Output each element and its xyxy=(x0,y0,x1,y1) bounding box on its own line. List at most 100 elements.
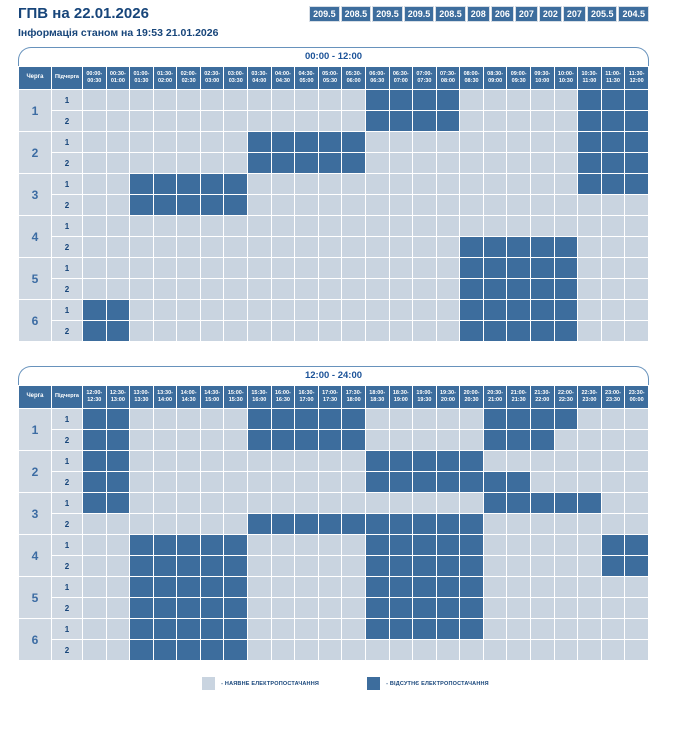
schedule-cell xyxy=(553,194,579,216)
schedule-cell xyxy=(152,618,178,640)
subqueue-number: 2 xyxy=(51,278,83,300)
schedule-cell xyxy=(412,236,437,258)
schedule-cell xyxy=(412,173,437,195)
schedule-cell xyxy=(388,89,414,111)
schedule-cell xyxy=(199,618,225,640)
schedule-cell xyxy=(364,110,390,132)
schedule-cell xyxy=(317,110,343,132)
schedule-cell xyxy=(624,408,649,430)
schedule-cell xyxy=(529,513,555,535)
schedule-grid-evening: Черга Підчерга 12:00- 12:30 12:30- 13:00 13:00… xyxy=(18,385,649,661)
queue-number: 6 xyxy=(18,299,52,342)
schedule-cell xyxy=(364,131,390,153)
schedule-cell xyxy=(247,534,272,556)
schedule-cell xyxy=(577,257,602,279)
schedule-cell xyxy=(600,513,626,535)
schedule-cell xyxy=(482,173,508,195)
schedule-cell xyxy=(600,320,626,342)
schedule-cell xyxy=(364,450,390,472)
schedule-cell xyxy=(294,278,319,300)
schedule-cell xyxy=(482,89,508,111)
schedule-row: 2 xyxy=(19,471,649,493)
schedule-cell xyxy=(199,131,225,153)
schedule-cell xyxy=(341,597,366,619)
schedule-cell xyxy=(199,597,225,619)
time-slot-header: 09:30- 10:00 xyxy=(529,66,555,90)
schedule-cell xyxy=(529,471,555,493)
queue-number: 3 xyxy=(18,173,52,216)
schedule-cell xyxy=(624,110,649,132)
schedule-cell xyxy=(294,408,319,430)
schedule-cell xyxy=(82,173,107,195)
schedule-cell xyxy=(577,110,602,132)
schedule-cell xyxy=(176,278,201,300)
schedule-cell xyxy=(247,450,272,472)
legend: - НАЯВНЕ ЕЛЕКТРОПОСТАЧАННЯ - ВІДСУТНЄ ЕЛ… xyxy=(0,677,691,690)
schedule-cell xyxy=(199,110,225,132)
schedule-cell xyxy=(176,215,201,237)
schedule-cell xyxy=(247,555,272,577)
schedule-cell xyxy=(624,450,649,472)
schedule-cell xyxy=(364,236,390,258)
schedule-cell xyxy=(364,618,390,640)
schedule-cell xyxy=(152,278,178,300)
time-slot-header: 05:30- 06:00 xyxy=(341,66,366,90)
schedule-cell xyxy=(624,299,649,321)
schedule-cell xyxy=(412,257,437,279)
schedule-cell xyxy=(624,194,649,216)
capacity-value: 207 xyxy=(514,6,538,22)
schedule-cell xyxy=(412,299,437,321)
schedule-cell xyxy=(435,513,461,535)
schedule-cell xyxy=(600,492,626,514)
time-slot-header: 20:30- 21:00 xyxy=(482,385,508,409)
schedule-cell xyxy=(341,471,366,493)
subqueue-number: 2 xyxy=(51,597,83,619)
capacity-value: 208 xyxy=(466,6,490,22)
schedule-cell xyxy=(270,215,296,237)
schedule-cell xyxy=(223,110,249,132)
schedule-cell xyxy=(247,215,272,237)
schedule-cell xyxy=(270,278,296,300)
page-title: ГПВ на 22.01.2026 xyxy=(18,5,149,22)
schedule-cell xyxy=(223,215,249,237)
schedule-cell xyxy=(482,576,508,598)
schedule-cell xyxy=(529,110,555,132)
schedule-cell xyxy=(270,131,296,153)
schedule-cell xyxy=(341,534,366,556)
legend-on-label: - НАЯВНЕ ЕЛЕКТРОПОСТАЧАННЯ xyxy=(221,680,320,687)
schedule-cell xyxy=(624,257,649,279)
schedule-cell xyxy=(482,110,508,132)
schedule-cell xyxy=(341,173,366,195)
capacity-value: 209.5 xyxy=(403,6,435,22)
schedule-cell xyxy=(412,110,437,132)
queue-number: 1 xyxy=(18,89,52,132)
schedule-cell xyxy=(223,555,249,577)
schedule-cell xyxy=(435,639,461,661)
schedule-row: 2 xyxy=(19,110,649,132)
schedule-cell xyxy=(176,257,201,279)
schedule-cell xyxy=(341,408,366,430)
schedule-cell xyxy=(435,110,461,132)
schedule-cell xyxy=(176,194,201,216)
schedule-cell xyxy=(199,471,225,493)
schedule-cell xyxy=(223,492,249,514)
schedule-cell xyxy=(152,257,178,279)
schedule-cell xyxy=(105,320,131,342)
schedule-cell xyxy=(600,110,626,132)
time-slot-header: 06:00- 06:30 xyxy=(364,66,390,90)
subqueue-column-header: Підчерга xyxy=(51,385,83,409)
schedule-row: 2 xyxy=(19,429,649,451)
schedule-cell xyxy=(129,236,154,258)
schedule-cell xyxy=(364,320,390,342)
schedule-cell xyxy=(600,152,626,174)
schedule-cell xyxy=(270,534,296,556)
schedule-cell xyxy=(223,513,249,535)
schedule-cell xyxy=(506,639,531,661)
schedule-cell xyxy=(577,299,602,321)
capacity-value: 207 xyxy=(562,6,586,22)
schedule-cell xyxy=(176,236,201,258)
schedule-cell xyxy=(482,555,508,577)
